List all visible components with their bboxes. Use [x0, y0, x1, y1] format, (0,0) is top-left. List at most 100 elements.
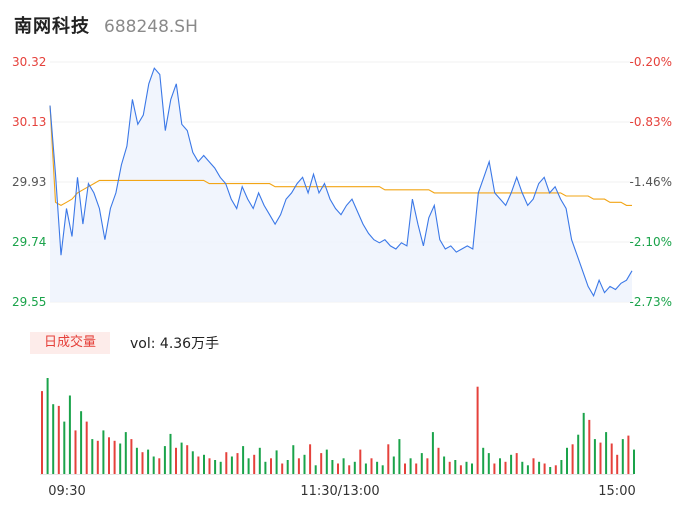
volume-bar	[214, 460, 217, 474]
volume-bar	[203, 454, 205, 474]
volume-bar	[253, 454, 256, 474]
time-tick-label: 11:30/13:00	[300, 484, 379, 499]
volume-bar	[41, 391, 43, 474]
percent-tick-label: -2.73%	[630, 295, 672, 309]
volume-bar	[85, 421, 88, 474]
price-tick-label: 29.74	[12, 235, 46, 249]
volume-bar	[258, 447, 261, 474]
volume-bar	[392, 456, 395, 474]
volume-bar	[331, 460, 334, 474]
volume-bar	[515, 453, 518, 474]
volume-bar	[487, 453, 490, 474]
volume-bar	[353, 461, 356, 474]
volume-bar	[566, 447, 568, 474]
volume-bar	[270, 458, 272, 474]
volume-bar	[431, 432, 434, 474]
volume-bar	[448, 461, 451, 474]
volume-bar	[180, 442, 183, 474]
volume-bar	[459, 465, 462, 474]
volume-bar	[108, 437, 110, 474]
volume-bar	[454, 460, 457, 474]
volume-bar	[68, 395, 71, 474]
volume-bar	[627, 435, 630, 474]
volume-bar	[387, 444, 390, 474]
volume-bar	[476, 386, 479, 474]
volume-bar	[577, 434, 580, 474]
volume-bar	[281, 463, 284, 474]
volume-bar	[499, 458, 501, 474]
volume-bar	[532, 458, 535, 474]
volume-bar	[309, 444, 312, 474]
volume-bar	[158, 458, 161, 474]
volume-bar	[141, 452, 144, 474]
volume-bar	[404, 463, 406, 474]
volume-bar	[504, 461, 507, 474]
volume-bar	[292, 445, 295, 474]
volume-bar	[247, 458, 250, 474]
volume-bar	[571, 444, 574, 474]
price-area	[50, 68, 632, 302]
volume-bar	[364, 463, 367, 474]
volume-bar	[599, 442, 602, 474]
volume-bar	[63, 421, 66, 474]
volume-bar	[275, 450, 278, 474]
volume-bar	[208, 458, 211, 474]
volume-bar	[320, 453, 323, 474]
volume-bar	[242, 446, 245, 474]
volume-bar	[52, 404, 55, 474]
volume-bar	[376, 461, 379, 474]
volume-bar	[342, 458, 345, 474]
volume-bar	[443, 456, 446, 474]
percent-tick-label: -1.46%	[630, 175, 672, 189]
volume-bar	[605, 432, 608, 474]
percent-tick-label: -0.20%	[630, 55, 672, 69]
volume-bar	[633, 449, 635, 474]
volume-bar	[426, 458, 429, 474]
volume-bar	[225, 452, 228, 474]
price-line	[49, 67, 633, 298]
volume-bar	[147, 449, 150, 474]
volume-readout: vol: 4.36万手	[130, 336, 220, 352]
volume-bar	[337, 463, 339, 474]
volume-bar	[169, 433, 172, 474]
volume-bar	[91, 439, 94, 474]
stock-name: 南网科技	[14, 16, 90, 37]
stock-code: 688248.SH	[104, 17, 198, 37]
volume-bar	[420, 453, 423, 474]
volume-bar	[303, 454, 306, 474]
volume-bar	[370, 458, 373, 474]
price-tick-label: 30.32	[12, 55, 46, 69]
time-tick-label: 09:30	[48, 484, 85, 499]
volume-bar	[186, 445, 189, 474]
volume-bar	[409, 458, 412, 474]
volume-bar	[325, 449, 328, 474]
volume-bar	[415, 463, 418, 474]
price-tick-label: 30.13	[12, 115, 46, 129]
price-tick-label: 29.93	[12, 175, 46, 189]
volume-bar	[398, 439, 401, 474]
volume-bar	[113, 440, 116, 474]
chart-header: 南网科技 688248.SH	[14, 12, 198, 40]
volume-bar	[264, 461, 267, 474]
volume-bar	[588, 419, 591, 474]
volume-bar	[135, 447, 138, 474]
price-tick-label: 29.55	[12, 295, 46, 309]
volume-bar	[57, 405, 60, 474]
volume-bar	[348, 465, 351, 474]
volume-bar	[191, 451, 194, 474]
time-tick-label: 15:00	[598, 484, 635, 499]
volume-bar	[593, 439, 596, 474]
volume-bar	[102, 430, 105, 474]
volume-bar	[554, 465, 557, 474]
volume-bar	[286, 460, 289, 474]
volume-bar	[197, 456, 200, 474]
percent-tick-label: -0.83%	[630, 115, 672, 129]
volume-bar	[471, 463, 473, 474]
percent-tick-label: -2.10%	[630, 235, 672, 249]
volume-tag[interactable]: 日成交量	[30, 332, 110, 354]
volume-bar	[359, 449, 362, 474]
volume-bar	[582, 412, 585, 474]
volume-bar	[381, 465, 384, 474]
volume-bar	[616, 454, 619, 474]
